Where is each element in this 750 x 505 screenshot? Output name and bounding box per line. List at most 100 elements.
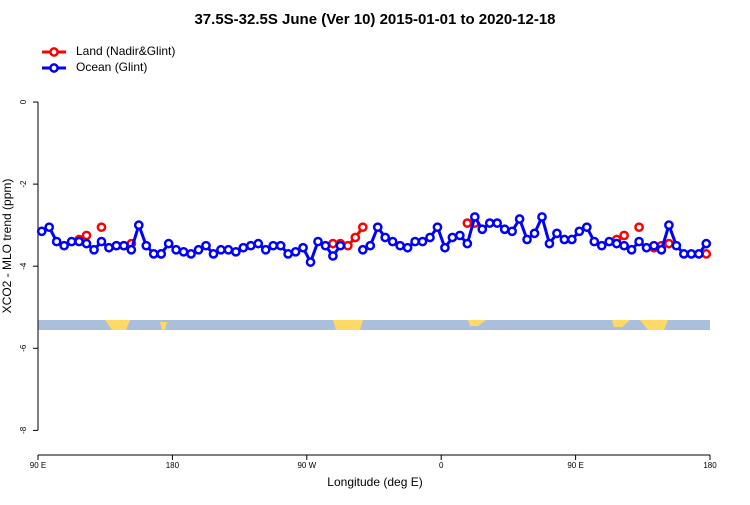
data-point [245, 240, 256, 251]
data-point [328, 238, 338, 249]
data-point [253, 238, 264, 249]
data-point [455, 230, 465, 241]
data-point [574, 226, 585, 237]
x-tick-label: 90 W [297, 461, 316, 470]
data-point [507, 226, 517, 237]
y-tick-label: -2 [19, 180, 28, 188]
legend-label: Land (Nadir&Glint) [76, 44, 175, 58]
data-point [514, 214, 525, 224]
data-point [66, 236, 77, 247]
data-point [201, 240, 211, 251]
data-point [148, 249, 159, 259]
data-point [596, 240, 607, 251]
data-point [671, 240, 682, 251]
data-point [81, 230, 92, 241]
data-point [432, 222, 443, 233]
data-point [537, 212, 547, 222]
chart-title: 37.5S-32.5S June (Ver 10) 2015-01-01 to … [194, 11, 555, 28]
data-point [81, 238, 92, 249]
data-point [477, 224, 488, 235]
data-point [686, 249, 697, 259]
data-point [462, 218, 473, 228]
data-point [679, 249, 689, 259]
data-point [552, 228, 562, 239]
data-point [664, 238, 674, 249]
data-point [701, 249, 712, 259]
data-point [51, 236, 62, 247]
data-point [522, 234, 532, 245]
data-point [649, 240, 659, 251]
data-point [231, 246, 241, 257]
data-point [656, 244, 667, 255]
data-point [492, 218, 503, 228]
y-tick-label: -6 [19, 344, 28, 352]
data-point [96, 222, 107, 233]
data-point [178, 246, 189, 257]
y-axis-label: XCO2 - MLO trend (ppm) [0, 179, 14, 314]
data-point [335, 240, 346, 251]
data-point [626, 244, 637, 255]
data-point [275, 240, 286, 251]
data-point [328, 251, 338, 261]
data-point [283, 249, 293, 259]
data-point [320, 240, 331, 251]
data-point [440, 242, 450, 253]
data-point [619, 240, 629, 251]
legend-marker [49, 63, 59, 73]
data-point [104, 242, 114, 253]
data-point [634, 236, 644, 247]
legend-label: Ocean (Glint) [76, 60, 147, 74]
x-tick-label: 180 [703, 461, 717, 470]
data-point [395, 240, 405, 251]
data-point [402, 242, 413, 253]
data-point [260, 244, 271, 255]
land-ocean-map-strip [38, 320, 710, 330]
data-point [156, 249, 167, 259]
data-point [499, 224, 510, 235]
data-point [589, 236, 600, 247]
y-tick-label: 0 [19, 99, 28, 104]
data-point [350, 232, 361, 243]
data-point [357, 222, 368, 233]
data-point [484, 218, 495, 228]
data-point [36, 226, 47, 237]
data-point [469, 212, 480, 222]
data-point [567, 234, 577, 245]
data-point [693, 249, 704, 259]
data-point [380, 232, 391, 243]
data-point [462, 238, 473, 249]
data-point [111, 240, 122, 251]
data-point [171, 244, 181, 255]
data-point [425, 232, 435, 243]
data-point [387, 236, 398, 247]
data-point [529, 228, 540, 239]
x-tick-label: 90 E [567, 461, 583, 470]
data-point [44, 222, 55, 233]
data-point [89, 244, 99, 255]
y-tick-label: -4 [19, 262, 28, 270]
data-point [544, 238, 555, 249]
x-axis-label: Longitude (deg E) [327, 475, 422, 489]
data-point [372, 222, 383, 233]
data-point [223, 244, 234, 255]
data-point [59, 240, 69, 251]
data-point [611, 238, 622, 249]
y-tick-label: -8 [19, 426, 28, 434]
data-point [417, 236, 428, 247]
data-point [634, 222, 644, 233]
data-point [141, 240, 152, 251]
data-point [313, 236, 323, 247]
data-point [290, 246, 301, 257]
data-point [581, 222, 592, 233]
data-point [559, 234, 570, 245]
data-point [357, 244, 368, 255]
data-point [298, 242, 308, 253]
data-point [238, 242, 249, 253]
data-point [701, 238, 712, 249]
data-point [664, 220, 674, 231]
data-point [365, 240, 376, 251]
data-point [208, 249, 219, 259]
data-point [186, 249, 196, 259]
data-point [163, 238, 174, 249]
